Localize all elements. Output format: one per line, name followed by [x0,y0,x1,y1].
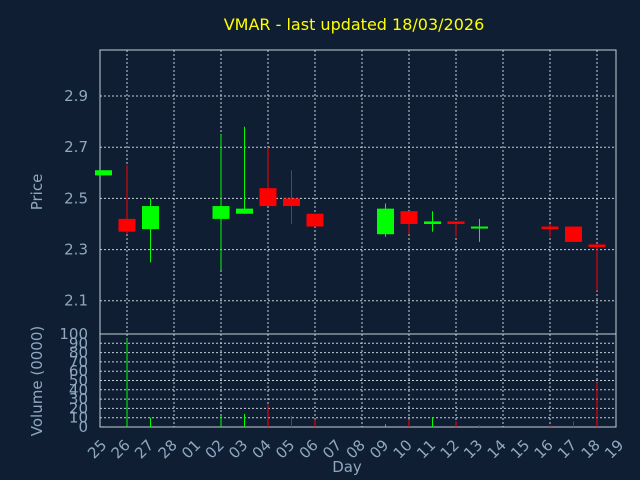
x-tick-label: 06 [296,436,322,462]
candle-body [447,221,465,224]
candle [447,221,465,237]
candle-body [95,170,112,176]
x-axis-label: Day [332,458,362,476]
candle [283,170,300,224]
price-plot-frame [99,49,617,335]
volume-panel: 0102030405060708090100252627280102030405… [59,325,627,462]
volume-tick-label: 60 [69,362,88,380]
price-tick-label: 2.3 [64,241,88,259]
volume-tick-label: 50 [69,372,88,390]
price-axis-label: Price [28,174,46,211]
candle-body [471,226,488,229]
x-tick-label: 15 [507,436,533,462]
volume-tick-label: 90 [69,334,88,352]
candle-body [400,211,418,224]
candle-body [377,208,394,235]
candle-body [259,188,277,207]
candle [259,147,277,207]
candle-body [236,208,253,214]
candle [424,211,441,232]
x-tick-label: 05 [272,436,298,462]
x-tick-label: 10 [390,436,416,462]
candle-body [541,226,559,230]
x-tick-label: 19 [601,436,627,462]
x-tick-label: 25 [84,436,110,462]
chart-title: VMAR - last updated 18/03/2026 [224,15,485,34]
candle [565,226,582,242]
candle [95,170,112,176]
volume-tick-label: 10 [69,409,88,427]
x-tick-label: 12 [437,436,463,462]
x-tick-label: 09 [366,436,392,462]
x-tick-label: 01 [178,436,204,462]
candle-body [565,226,582,242]
volume-tick-label: 80 [69,344,88,362]
x-tick-label: 27 [131,436,157,462]
x-tick-label: 16 [531,436,557,462]
candle-body [118,218,136,232]
volume-tick-label: 100 [59,325,88,343]
candle [377,203,394,237]
volume-tick-label: 70 [69,353,88,371]
x-tick-label: 26 [108,436,134,462]
volume-tick-label: 0 [78,418,88,436]
x-tick-label: 17 [554,436,580,462]
x-tick-label: 18 [578,436,604,462]
candle-body [424,221,441,224]
x-tick-label: 11 [413,436,439,462]
volume-tick-label: 40 [69,381,88,399]
candle-body [142,206,159,230]
volume-tick-label: 20 [69,399,88,417]
price-tick-label: 2.1 [64,292,88,310]
candle-body [283,198,300,207]
candle [588,244,606,291]
volume-axis-label: Volume (0000) [28,326,46,436]
candle [142,198,159,263]
candle [400,211,418,235]
x-tick-label: 04 [249,436,275,462]
x-tick-label: 02 [202,436,228,462]
candle [236,126,253,214]
x-tick-label: 13 [460,436,486,462]
x-tick-label: 03 [225,436,251,462]
candle [541,223,559,237]
price-panel: 2.1 2.3 2.5 2.7 2.9 [64,49,617,335]
x-tick-label: 14 [484,436,510,462]
volume-tick-label: 30 [69,390,88,408]
candle [471,218,488,242]
price-tick-label: 2.7 [64,138,88,156]
candle-body [306,213,324,227]
candle-body [588,244,606,248]
price-tick-label: 2.9 [64,87,88,105]
candle [212,134,230,271]
candle [118,165,136,235]
candle [306,213,324,227]
x-tick-label: 28 [155,436,181,462]
candle-body [212,206,230,219]
price-tick-label: 2.5 [64,189,88,207]
